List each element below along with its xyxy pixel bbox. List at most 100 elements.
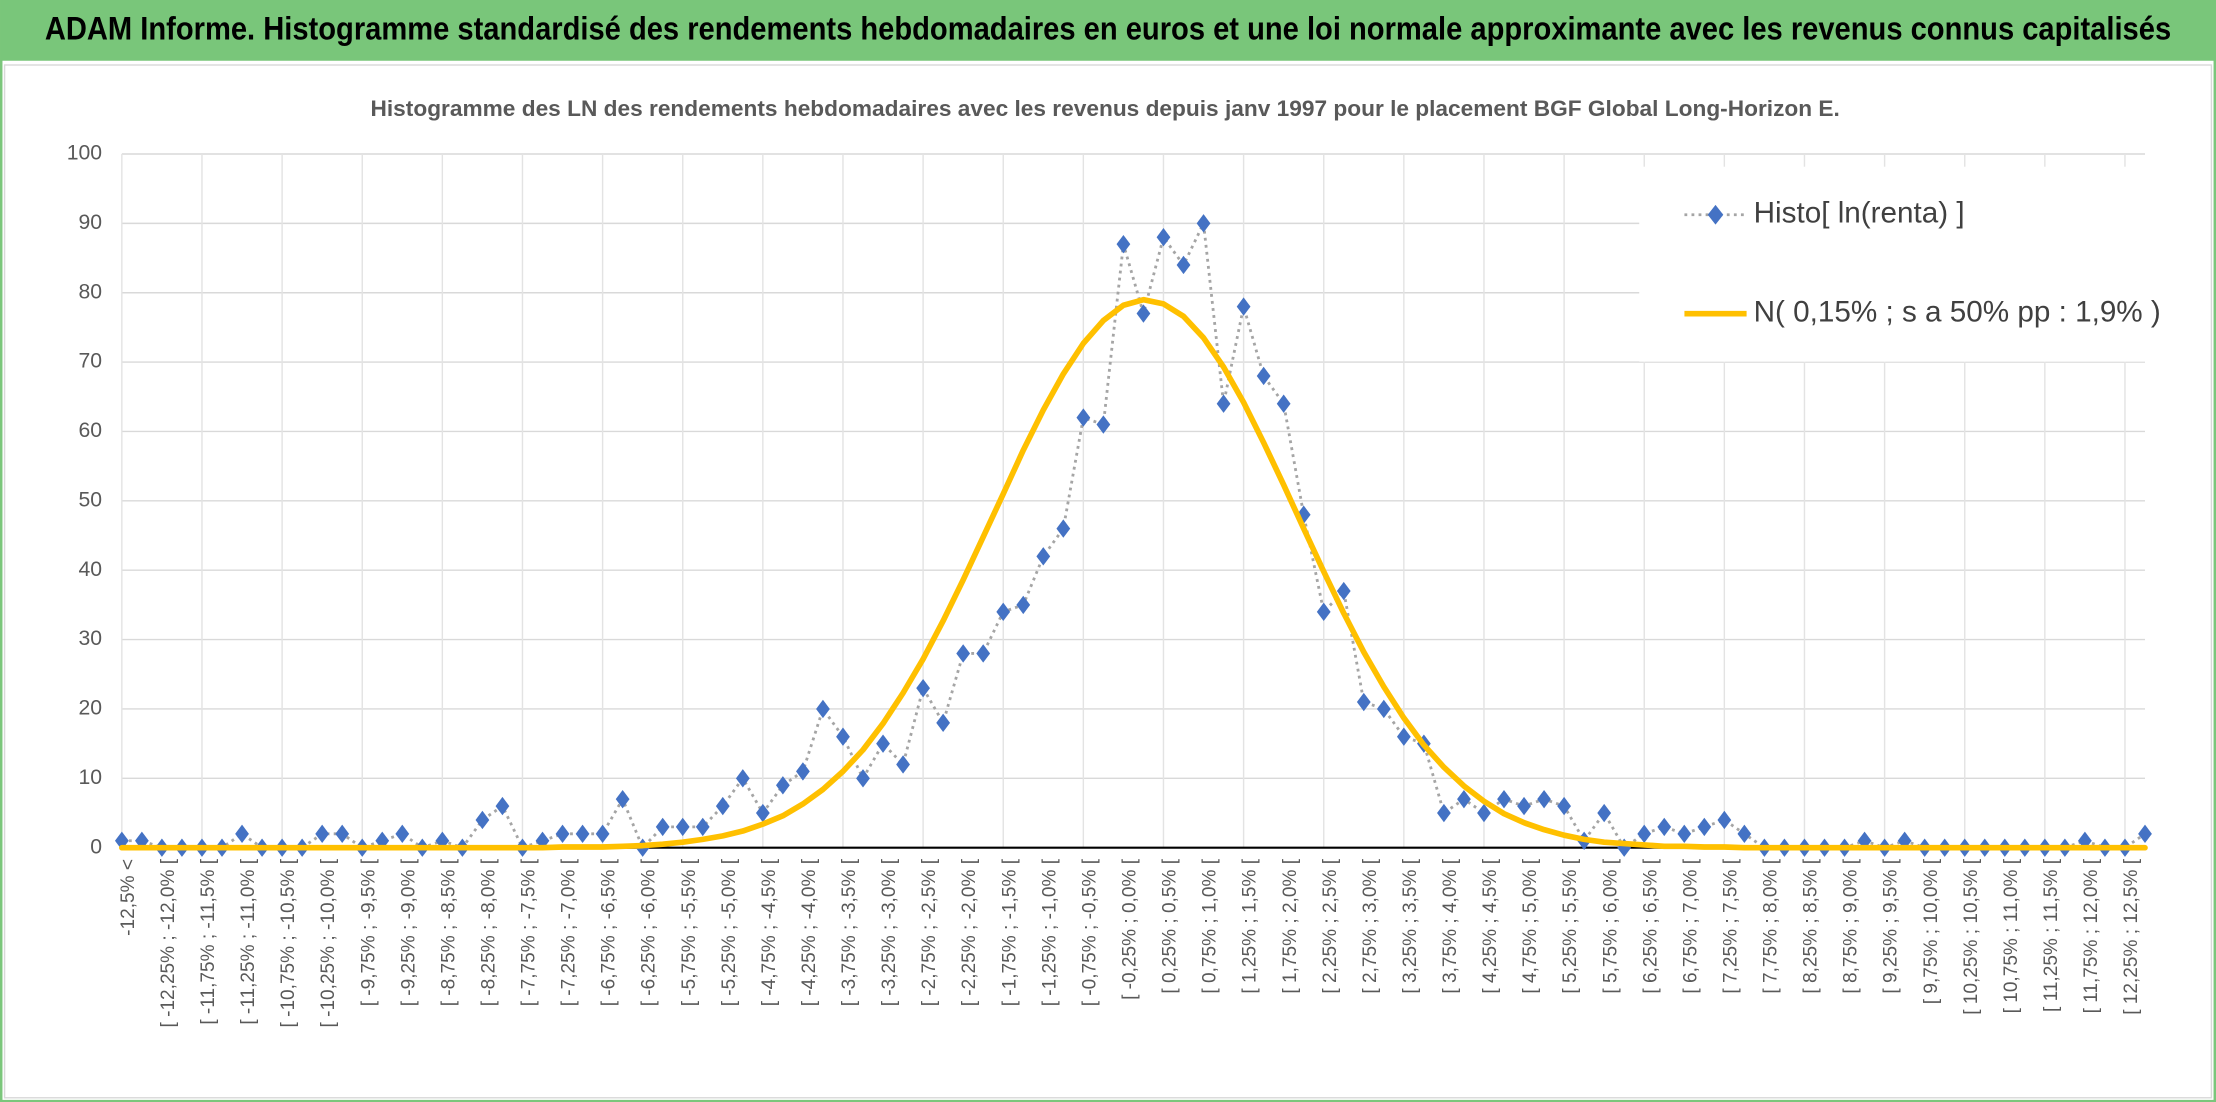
data-point (1497, 789, 1511, 809)
x-tick-label: [ -12,25% ; -12,0% [ (158, 858, 179, 1027)
x-tick-label: [ 9,25% ; 9,5% [ (1881, 858, 1902, 993)
legend-label: N( 0,15% ; s a 50% pp : 1,9% ) (1754, 295, 2161, 328)
data-point (575, 824, 590, 844)
x-tick-label: [ 3,25% ; 3,5% [ (1400, 858, 1421, 993)
legend: Histo[ ln(renta) ] N( 0,15% ; s a 50% pp … (1639, 166, 2161, 362)
x-tick-label: [ -8,25% ; -8,0% [ (479, 858, 500, 1006)
x-tick-label: [ -5,75% ; -5,5% [ (679, 858, 700, 1006)
y-tick-label: 20 (78, 697, 102, 720)
data-point (695, 817, 710, 837)
data-point (816, 699, 830, 719)
x-tick-label: [ -1,75% ; -1,5% [ (999, 858, 1020, 1006)
data-point (1437, 803, 1451, 823)
data-point (1136, 304, 1151, 323)
x-tick-label: [ -3,25% ; -3,0% [ (879, 858, 900, 1006)
data-point (1717, 810, 1732, 830)
x-tick-label: [ -10,25% ; -10,0% [ (318, 858, 339, 1027)
data-point (1597, 803, 1612, 823)
x-tick-label: [ 2,75% ; 3,0% [ (1360, 858, 1381, 993)
x-tick-label: [ 0,75% ; 1,0% [ (1200, 858, 1221, 993)
data-point (1076, 408, 1091, 427)
x-tick-label: [ -6,75% ; -6,5% [ (599, 858, 620, 1006)
y-tick-label: 30 (78, 627, 102, 650)
y-tick-label: 70 (78, 350, 102, 373)
x-tick-label: [ -1,25% ; -1,0% [ (1039, 858, 1060, 1006)
data-point (315, 824, 330, 844)
y-tick-label: 90 (78, 211, 102, 234)
banner (0, 0, 2216, 61)
data-point (775, 776, 790, 795)
x-tick-label: [ 5,75% ; 6,0% [ (1600, 858, 1621, 993)
data-point (876, 734, 890, 753)
x-tick-label: [ 10,75% ; 11,0% [ (2001, 858, 2022, 1013)
data-point (1216, 394, 1231, 413)
x-tick-label: [ 8,75% ; 9,0% [ (1841, 858, 1862, 993)
x-tick-label: [ -5,25% ; -5,0% [ (719, 858, 740, 1006)
data-point (1256, 366, 1271, 386)
data-point (976, 644, 991, 663)
x-tick-label: [ 1,25% ; 1,5% [ (1240, 858, 1261, 993)
x-tick-label: [ -7,75% ; -7,5% [ (519, 858, 540, 1006)
x-tick-label: [ -7,25% ; -7,0% [ (559, 858, 580, 1006)
data-point (1477, 803, 1491, 823)
x-tick-label: [ 11,25% ; 11,5% [ (2041, 858, 2062, 1012)
banner-title: ADAM Informe. Histogramme standardisé de… (45, 11, 2171, 47)
legend-marker (1707, 204, 1724, 225)
series-line (119, 296, 2148, 851)
x-tick-label: [ 10,25% ; 10,5% [ (1961, 858, 1982, 1014)
x-tick-label: [ -2,75% ; -2,5% [ (919, 858, 940, 1006)
data-point (1517, 796, 1531, 816)
data-point (916, 678, 930, 698)
x-tick-label: [ -9,25% ; -9,0% [ (398, 858, 419, 1006)
x-tick-label: [ -10,75% ; -10,5% [ (278, 858, 299, 1027)
data-point (1336, 581, 1351, 601)
x-tick-label: [ 4,75% ; 5,0% [ (1520, 858, 1541, 993)
x-tick-label: [ 7,75% ; 8,0% [ (1761, 858, 1782, 993)
y-tick-label: 0 (90, 835, 102, 858)
data-point (615, 789, 630, 809)
data-point (1697, 817, 1712, 837)
data-point (495, 796, 510, 816)
y-tick-label: 60 (78, 419, 102, 442)
data-point (836, 727, 850, 746)
data-point (936, 713, 951, 733)
data-point (595, 824, 610, 844)
chart-title: Histogramme des LN des rendements hebdom… (371, 96, 1840, 121)
data-point (735, 769, 750, 788)
data-point (675, 817, 690, 837)
x-tick-label: [ 4,25% ; 4,5% [ (1480, 858, 1501, 993)
data-point (996, 602, 1011, 622)
data-point (1637, 824, 1652, 844)
x-tick-label: [ 11,75% ; 12,0% [ (2081, 858, 2102, 1013)
y-tick-label: 50 (78, 488, 102, 511)
x-tick-label: [ 8,25% ; 8,5% [ (1801, 858, 1822, 993)
legend-box (1639, 166, 2146, 362)
data-point (655, 817, 670, 837)
data-point (796, 762, 810, 781)
x-tick-label: [ 12,25% ; 12,5% [ (2121, 858, 2142, 1014)
x-tick-label: [ 3,75% ; 4,0% [ (1440, 858, 1461, 993)
data-point (395, 824, 410, 844)
data-point (856, 769, 870, 788)
x-tick-label: [ -0,25% ; 0,0% [ (1120, 858, 1141, 1000)
data-point (1537, 789, 1551, 809)
x-tick-label: [ 9,75% ; 10,0% [ (1921, 858, 1942, 1004)
x-tick-label: [ -4,25% ; -4,0% [ (799, 858, 820, 1006)
data-point (475, 810, 490, 830)
x-tick-label: [ -9,75% ; -9,5% [ (358, 858, 379, 1006)
data-point (335, 824, 350, 844)
x-tick-label: [ -2,25% ; -2,0% [ (959, 858, 980, 1006)
data-point (715, 796, 730, 816)
data-point (956, 644, 971, 663)
data-point (235, 824, 249, 844)
x-tick-label: [ -11,75% ; -11,5% [ (198, 858, 219, 1024)
data-point (1196, 214, 1211, 233)
grid: 0 10 20 30 40 50 60 70 80 90 100 -12,5% < [ -12,25% … (67, 142, 2146, 1027)
x-tick-label: [ -6,25% ; -6,0% [ (639, 858, 660, 1006)
data-point (1457, 789, 1471, 809)
data-point (1396, 727, 1411, 746)
x-tick-label: [ -11,25% ; -11,0% [ (238, 858, 259, 1024)
y-tick-label: 10 (78, 766, 102, 789)
data-point (1657, 817, 1672, 837)
